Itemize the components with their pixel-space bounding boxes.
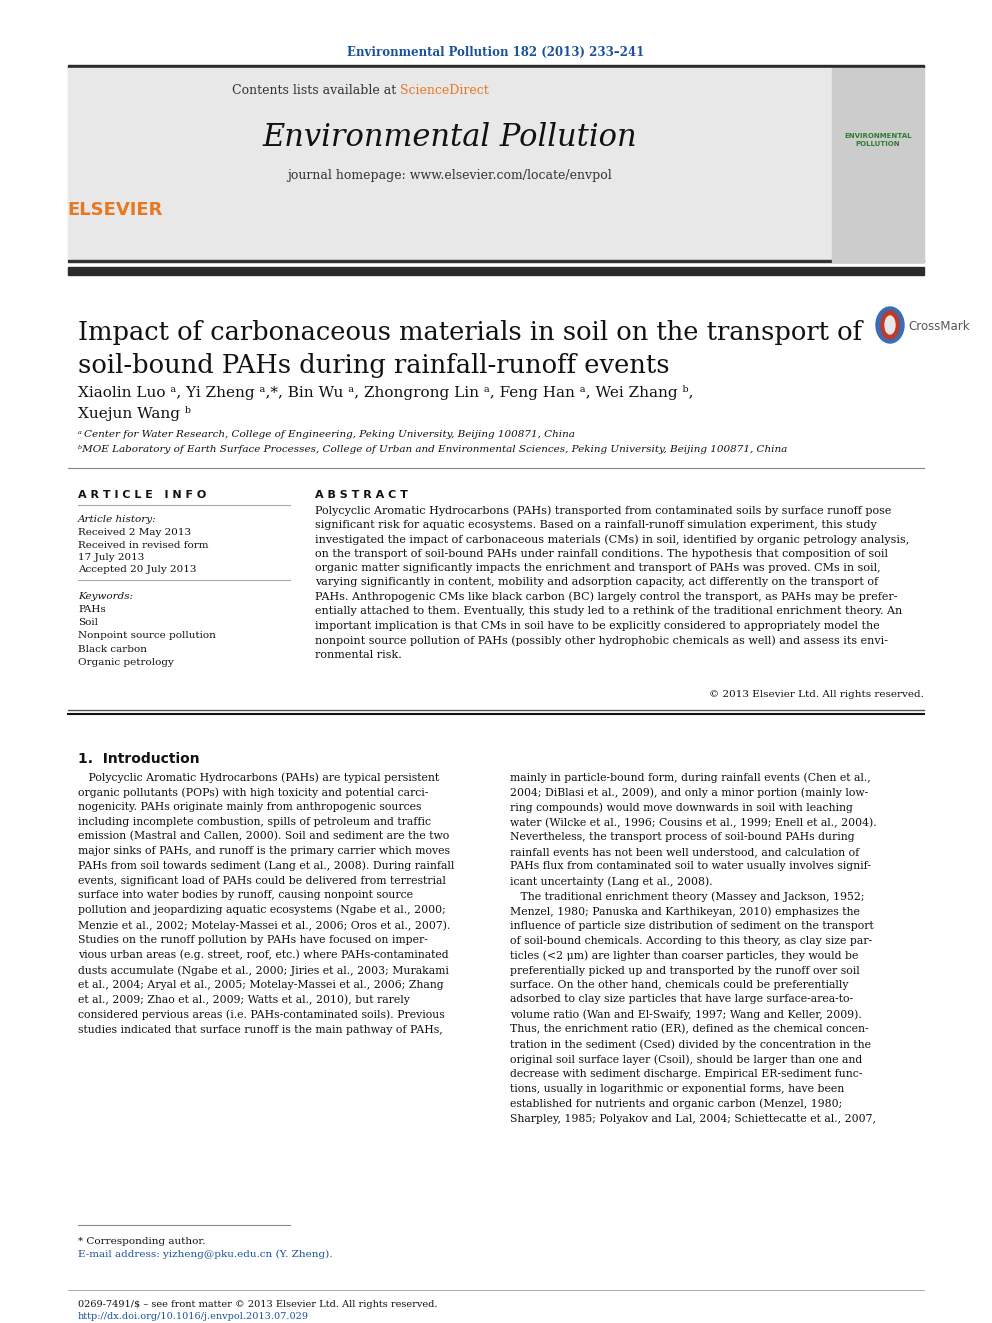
Bar — [68, 65, 924, 67]
Bar — [68, 267, 924, 275]
Text: A B S T R A C T: A B S T R A C T — [315, 490, 408, 500]
Text: journal homepage: www.elsevier.com/locate/envpol: journal homepage: www.elsevier.com/locat… — [288, 168, 612, 181]
Ellipse shape — [876, 307, 904, 343]
Text: Polycyclic Aromatic Hydrocarbons (PAHs) are typical persistent
organic pollutant: Polycyclic Aromatic Hydrocarbons (PAHs) … — [78, 773, 454, 1035]
Text: Received 2 May 2013
Received in revised form
17 July 2013
Accepted 20 July 2013: Received 2 May 2013 Received in revised … — [78, 528, 208, 574]
Text: Polycyclic Aromatic Hydrocarbons (PAHs) transported from contaminated soils by s: Polycyclic Aromatic Hydrocarbons (PAHs) … — [315, 505, 910, 660]
Text: Environmental Pollution: Environmental Pollution — [263, 123, 637, 153]
Text: CrossMark: CrossMark — [908, 320, 969, 333]
Text: Keywords:: Keywords: — [78, 591, 133, 601]
Text: ENVIRONMENTAL
POLLUTION: ENVIRONMENTAL POLLUTION — [844, 134, 912, 147]
Text: http://dx.doi.org/10.1016/j.envpol.2013.07.029: http://dx.doi.org/10.1016/j.envpol.2013.… — [78, 1312, 309, 1320]
Text: Article history:: Article history: — [78, 515, 157, 524]
Text: Xiaolin Luo ᵃ, Yi Zheng ᵃ,*, Bin Wu ᵃ, Zhongrong Lin ᵃ, Feng Han ᵃ, Wei Zhang ᵇ,: Xiaolin Luo ᵃ, Yi Zheng ᵃ,*, Bin Wu ᵃ, Z… — [78, 385, 693, 421]
Text: 0269-7491/$ – see front matter © 2013 Elsevier Ltd. All rights reserved.: 0269-7491/$ – see front matter © 2013 El… — [78, 1301, 437, 1308]
Text: mainly in particle-bound form, during rainfall events (Chen et al.,
2004; DiBlas: mainly in particle-bound form, during ra… — [510, 773, 877, 1123]
Text: Impact of carbonaceous materials in soil on the transport of
soil-bound PAHs dur: Impact of carbonaceous materials in soil… — [78, 320, 862, 378]
Bar — [832, 67, 924, 262]
Text: ScienceDirect: ScienceDirect — [400, 83, 489, 97]
Text: 1.  Introduction: 1. Introduction — [78, 751, 199, 766]
Bar — [68, 261, 924, 262]
Text: A R T I C L E   I N F O: A R T I C L E I N F O — [78, 490, 206, 500]
Text: ᵇMOE Laboratory of Earth Surface Processes, College of Urban and Environmental S: ᵇMOE Laboratory of Earth Surface Process… — [78, 445, 788, 454]
Text: PAHs
Soil
Nonpoint source pollution
Black carbon
Organic petrology: PAHs Soil Nonpoint source pollution Blac… — [78, 605, 216, 667]
Bar — [68, 67, 832, 262]
Text: ELSEVIER: ELSEVIER — [67, 201, 163, 220]
Text: ᵃ Center for Water Research, College of Engineering, Peking University, Beijing : ᵃ Center for Water Research, College of … — [78, 430, 575, 439]
Text: E-mail address: yizheng@pku.edu.cn (Y. Zheng).: E-mail address: yizheng@pku.edu.cn (Y. Z… — [78, 1250, 332, 1259]
Text: © 2013 Elsevier Ltd. All rights reserved.: © 2013 Elsevier Ltd. All rights reserved… — [709, 691, 924, 699]
Text: * Corresponding author.: * Corresponding author. — [78, 1237, 205, 1246]
Ellipse shape — [881, 311, 899, 339]
Ellipse shape — [885, 316, 895, 333]
Text: Contents lists available at: Contents lists available at — [232, 83, 400, 97]
Text: Environmental Pollution 182 (2013) 233–241: Environmental Pollution 182 (2013) 233–2… — [347, 45, 645, 58]
